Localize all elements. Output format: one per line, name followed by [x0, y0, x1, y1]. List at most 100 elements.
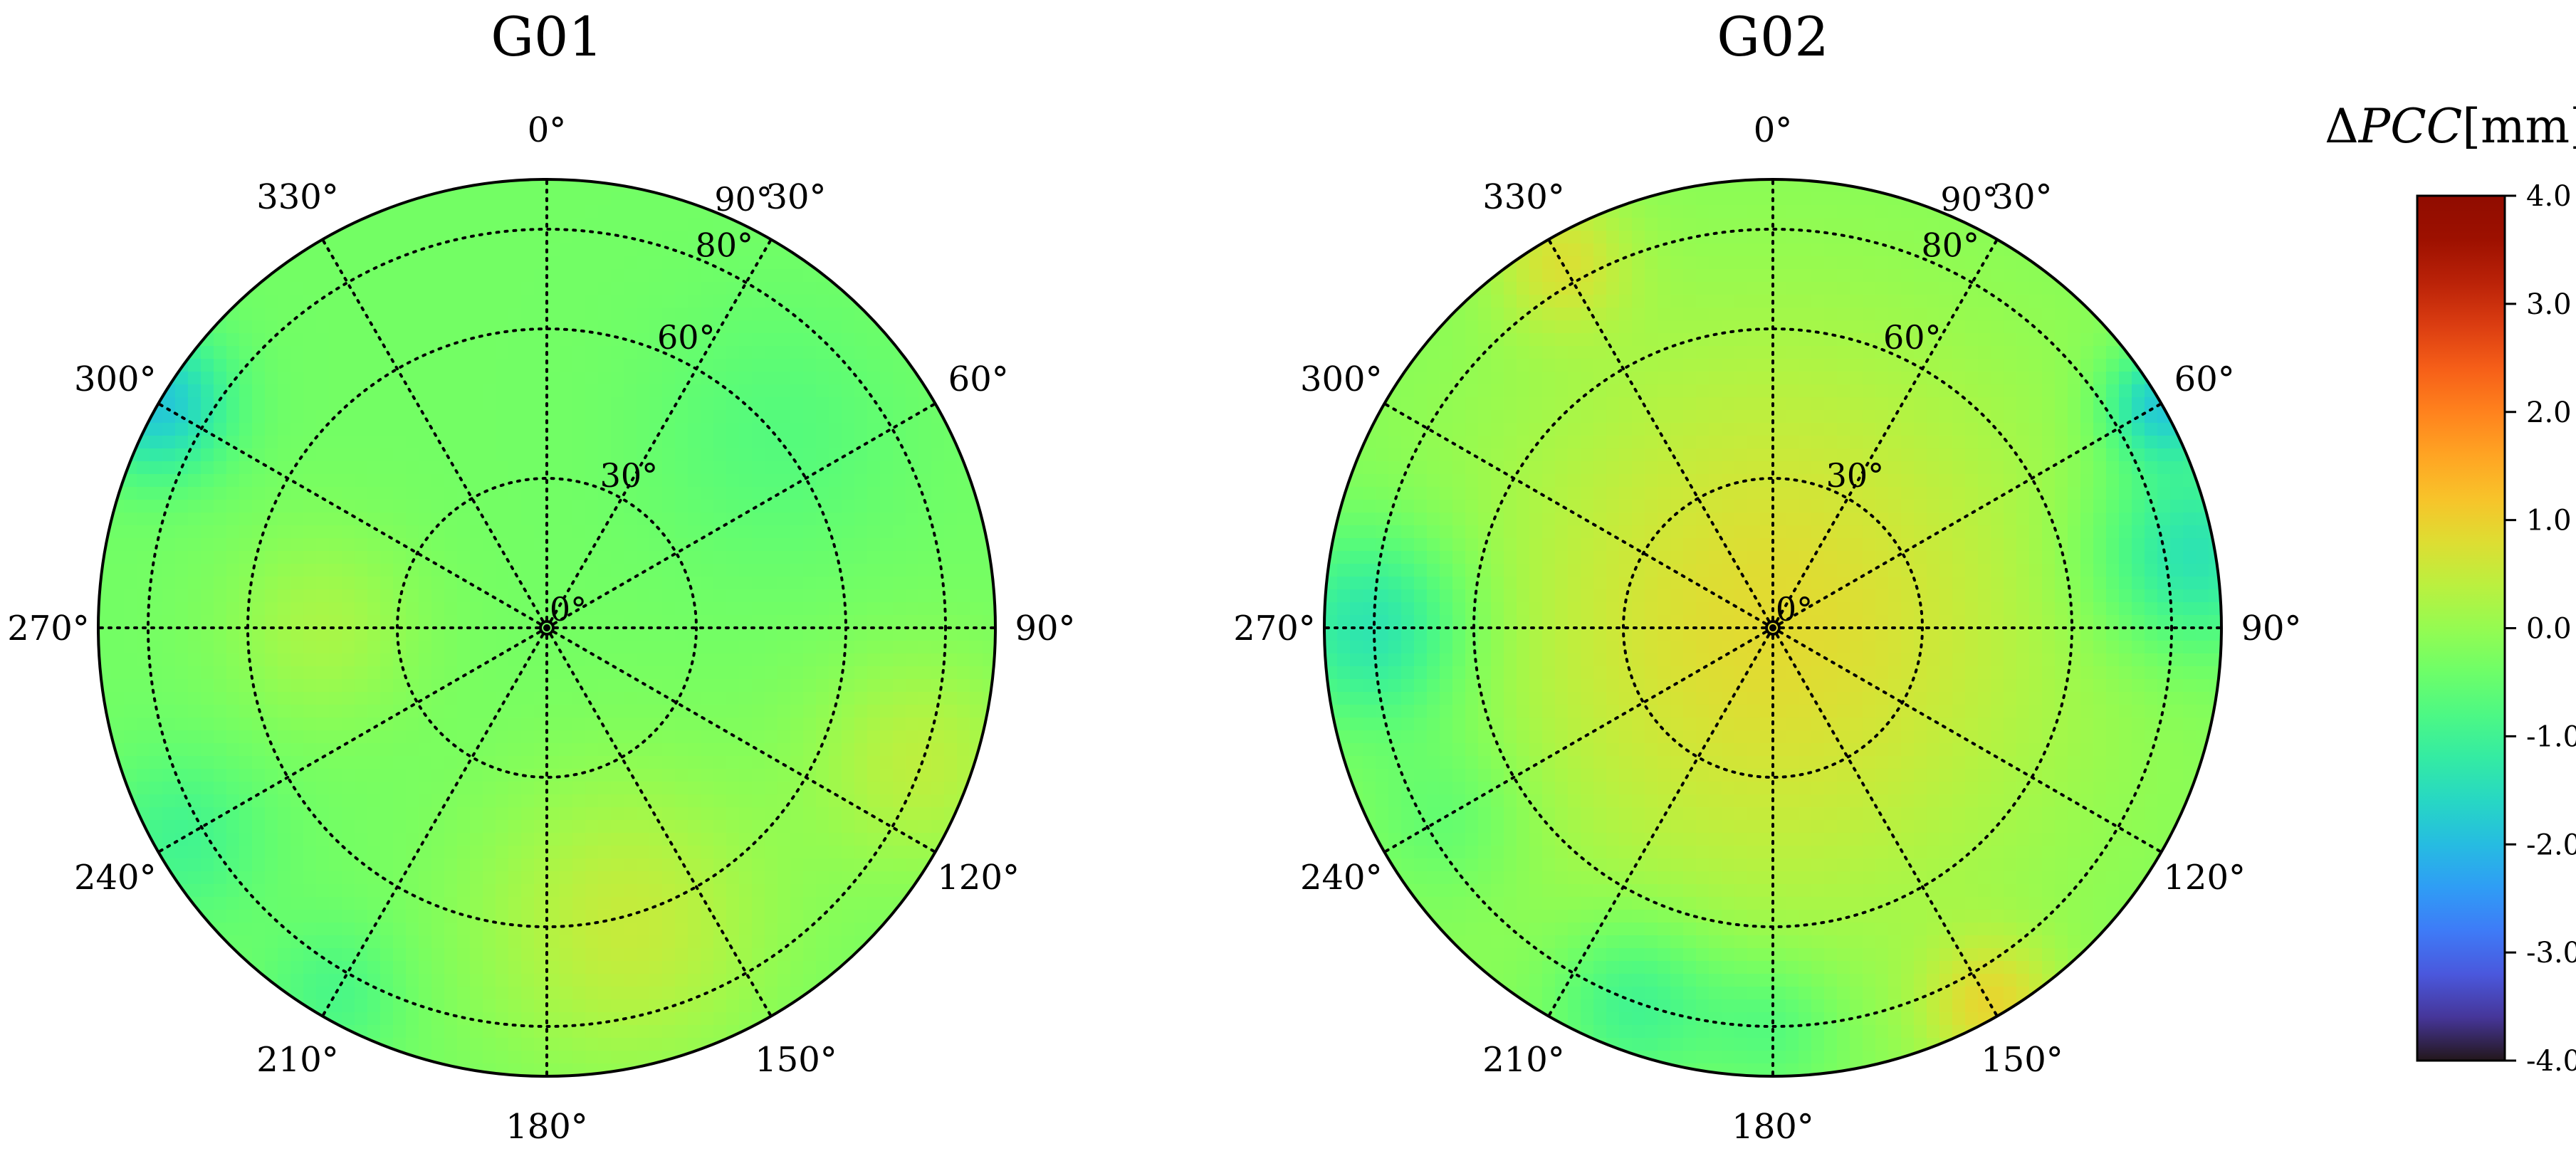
heatmap-cell: [649, 551, 663, 564]
heatmap-cell: [880, 397, 894, 411]
heatmap-cell: [1645, 423, 1658, 436]
heatmap-cell: [342, 346, 355, 359]
heatmap-cell: [508, 551, 522, 564]
heatmap-cell: [290, 923, 304, 936]
heatmap-cell: [162, 820, 176, 834]
heatmap-cell: [1824, 218, 1838, 231]
heatmap-cell: [572, 756, 586, 769]
heatmap-cell: [867, 935, 881, 949]
heatmap-cell: [790, 423, 804, 436]
heatmap-cell: [1863, 218, 1876, 231]
heatmap-cell: [444, 820, 458, 834]
heatmap-cell: [508, 308, 522, 321]
heatmap-cell: [726, 807, 740, 821]
heatmap-cell: [431, 884, 445, 898]
heatmap-cell: [1824, 423, 1838, 436]
heatmap-cell: [367, 589, 381, 603]
heatmap-cell: [1491, 295, 1504, 308]
heatmap-cell: [470, 641, 483, 654]
heatmap-cell: [560, 679, 573, 693]
heatmap-cell: [572, 782, 586, 795]
heatmap-cell: [470, 794, 483, 808]
heatmap-cell: [1722, 192, 1735, 206]
heatmap-cell: [226, 923, 240, 936]
heatmap-cell: [701, 846, 714, 859]
heatmap-cell: [1747, 397, 1761, 411]
heatmap-cell: [290, 397, 304, 411]
heatmap-cell: [765, 705, 778, 718]
heatmap-cell: [957, 769, 970, 782]
heatmap-cell: [508, 1025, 522, 1039]
heatmap-cell: [713, 756, 727, 769]
heatmap-cell: [201, 858, 214, 872]
heatmap-cell: [713, 718, 727, 731]
heatmap-cell: [329, 589, 342, 603]
heatmap-cell: [1504, 269, 1517, 283]
heatmap-cell: [777, 846, 791, 859]
heatmap-cell: [290, 384, 304, 398]
heatmap-cell: [649, 807, 663, 821]
heatmap-cell: [560, 564, 573, 577]
heatmap-cell: [1478, 372, 1492, 385]
angular-gridline: [545, 238, 773, 629]
heatmap-cell: [252, 538, 266, 552]
heatmap-cell: [406, 589, 419, 603]
heatmap-cell: [842, 513, 855, 526]
heatmap-cell: [470, 961, 483, 974]
heatmap-cell: [470, 564, 483, 577]
heatmap-cell: [713, 359, 727, 372]
heatmap-cell: [611, 551, 624, 564]
heatmap-cell: [188, 833, 201, 846]
heatmap-cell: [739, 923, 753, 936]
heatmap-cell: [496, 833, 509, 846]
heatmap-cell: [585, 846, 599, 859]
heatmap-cell: [624, 987, 637, 1000]
heatmap-cell: [688, 320, 701, 334]
heatmap-cell: [1734, 192, 1748, 206]
heatmap-cell: [444, 269, 458, 283]
heatmap-cell: [367, 218, 381, 231]
heatmap-cell: [431, 718, 445, 731]
heatmap-cell: [765, 987, 778, 1000]
heatmap-cell: [393, 935, 407, 949]
heatmap-cell: [124, 474, 137, 488]
heatmap-cell: [367, 500, 381, 513]
heatmap-cell: [1593, 269, 1607, 283]
heatmap-cell: [2004, 282, 2017, 295]
heatmap-cell: [252, 615, 266, 629]
heatmap-cell: [598, 448, 612, 462]
heatmap-cell: [1568, 346, 1581, 359]
heatmap-cell: [790, 410, 804, 424]
heatmap-cell: [470, 833, 483, 846]
heatmap-cell: [278, 858, 291, 872]
heatmap-cell: [752, 641, 765, 654]
heatmap-cell: [701, 897, 714, 910]
heatmap-cell: [1965, 308, 1979, 321]
heatmap-cell: [1696, 256, 1710, 270]
heatmap-cell: [1542, 333, 1556, 347]
heatmap-cell: [598, 282, 612, 295]
heatmap-cell: [713, 320, 727, 334]
heatmap-cell: [226, 525, 240, 539]
heatmap-cell: [380, 589, 394, 603]
heatmap-cell: [829, 730, 842, 744]
heatmap-cell: [150, 513, 163, 526]
heatmap-cell: [252, 359, 266, 372]
heatmap-cell: [2093, 359, 2107, 372]
heatmap-cell: [393, 500, 407, 513]
heatmap-cell: [355, 615, 368, 629]
heatmap-cell: [239, 923, 253, 936]
heatmap-cell: [483, 448, 496, 462]
heatmap-cell: [944, 461, 958, 475]
heatmap-cell: [265, 948, 278, 962]
heatmap-cell: [701, 718, 714, 731]
heatmap-cell: [355, 718, 368, 731]
heatmap-cell: [867, 487, 881, 500]
heatmap-cell: [290, 718, 304, 731]
heatmap-cell: [1478, 423, 1492, 436]
heatmap-cell: [380, 602, 394, 616]
heatmap-cell: [124, 615, 137, 629]
heatmap-cell: [329, 384, 342, 398]
heatmap-cell: [290, 461, 304, 475]
heatmap-cell: [803, 807, 817, 821]
